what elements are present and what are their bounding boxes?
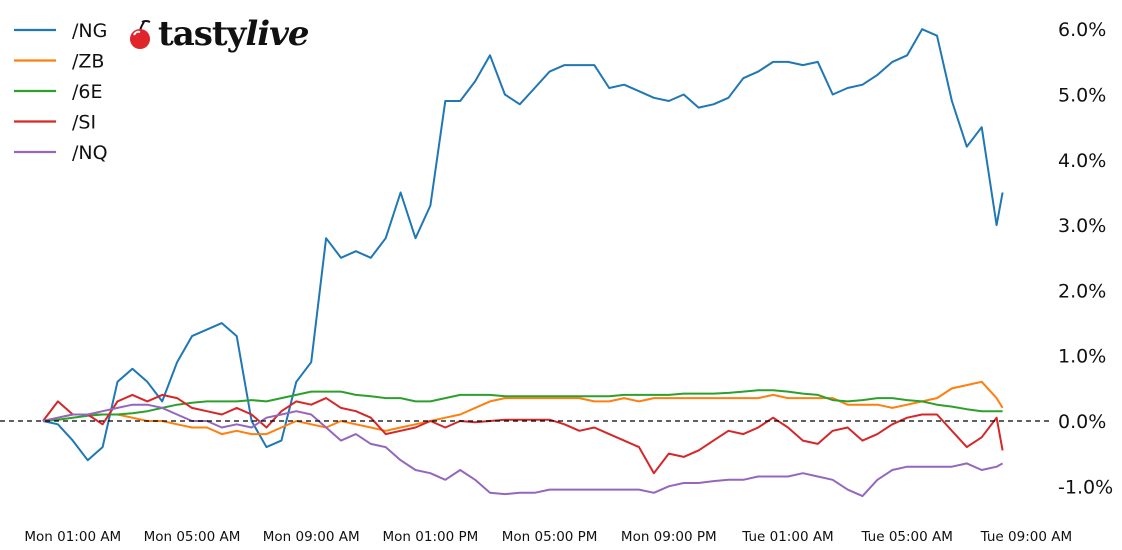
legend-label: /NQ (72, 142, 108, 164)
series-line-ng (42, 28, 1004, 462)
legend-item: /SI (14, 112, 96, 134)
series-line-si (42, 393, 1004, 475)
y-tick-label: 3.0% (1058, 215, 1106, 237)
legend-label: /NG (72, 20, 107, 42)
series-line-6e (42, 389, 1003, 422)
y-tick-label: 1.0% (1058, 346, 1106, 368)
legend-item: /NQ (14, 142, 108, 164)
x-tick-label: Tue 05:00 AM (860, 529, 952, 545)
legend-item: /ZB (14, 51, 104, 73)
y-axis: -1.0% 0.0% 1.0% 2.0% 3.0% 4.0% 5.0% 6.0% (1058, 19, 1113, 498)
series-line-zb (42, 380, 1004, 436)
series-line-nq (42, 403, 1004, 498)
legend: /NG/ZB/6E/SI/NQ (14, 20, 108, 164)
x-tick-label: Mon 05:00 PM (502, 529, 598, 545)
legend-item: /NG (14, 20, 107, 42)
x-axis: Mon 01:00 AM Mon 05:00 AM Mon 09:00 AM Mon … (24, 529, 1072, 545)
y-tick-label: -1.0% (1058, 476, 1113, 498)
y-tick-label: 5.0% (1058, 85, 1106, 107)
x-tick-label: Mon 05:00 AM (144, 529, 241, 545)
x-tick-label: Mon 09:00 PM (621, 529, 717, 545)
legend-label: /6E (72, 81, 103, 103)
y-tick-label: 4.0% (1058, 150, 1106, 172)
x-tick-label: Tue 01:00 AM (741, 529, 833, 545)
legend-label: /ZB (72, 51, 104, 73)
legend-item: /6E (14, 81, 103, 103)
y-tick-label: 0.0% (1058, 411, 1106, 433)
y-tick-label: 2.0% (1058, 280, 1106, 302)
logo-text-live: live (245, 14, 309, 54)
y-tick-label: 6.0% (1058, 19, 1106, 41)
x-tick-label: Mon 09:00 AM (263, 529, 360, 545)
cherry-icon (130, 20, 151, 49)
legend-label: /SI (72, 112, 96, 134)
logo-text-tasty: tasty (158, 14, 246, 54)
x-tick-label: Mon 01:00 PM (383, 529, 479, 545)
logo-wordmark: tastylive (158, 14, 310, 54)
tastylive-logo: tastylive (126, 14, 310, 54)
x-tick-label: Tue 09:00 AM (980, 529, 1072, 545)
series-layer (42, 28, 1004, 498)
x-tick-label: Mon 01:00 AM (24, 529, 121, 545)
